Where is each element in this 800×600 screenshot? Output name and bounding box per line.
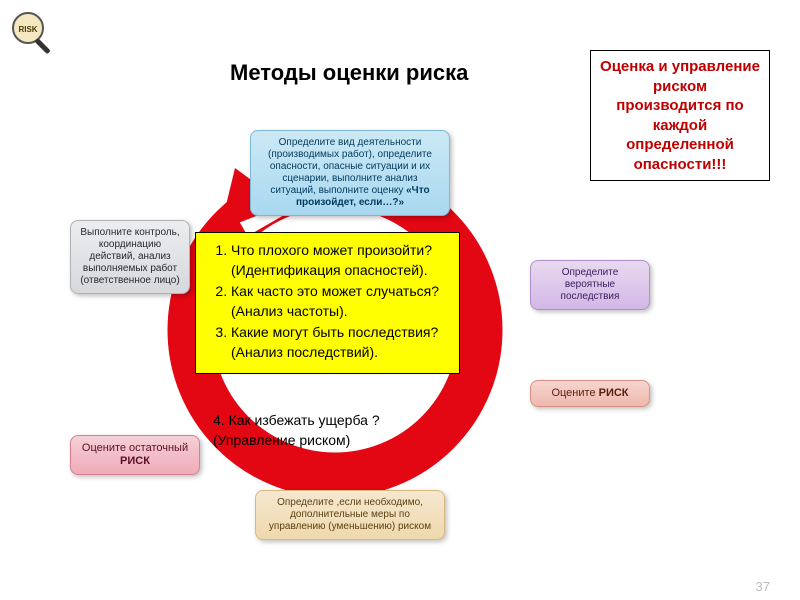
list-item: Как часто это может случаться? (Анализ ч… xyxy=(231,282,449,321)
step-box-control: Выполните контроль, координацию действий… xyxy=(70,220,190,294)
risk-magnifier-icon: RISK xyxy=(10,10,60,60)
step-box-residual-risk: Оцените остаточный РИСК xyxy=(70,435,200,475)
step-text: Оцените остаточный xyxy=(82,442,188,454)
step-box-additional-measures: Определите ,если необходимо, дополнитель… xyxy=(255,490,445,540)
step-box-consequences: Определите вероятные последствия xyxy=(530,260,650,310)
question-item-4: 4. Как избежать ущерба ? (Управление рис… xyxy=(195,411,460,450)
note-callout: Оценка и управление риском производится … xyxy=(590,50,770,181)
step-box-assess-risk: Оцените РИСК xyxy=(530,380,650,407)
page-title: Методы оценки риска xyxy=(230,60,468,86)
list-item: Какие могут быть последствия? (Анализ по… xyxy=(231,323,449,362)
step-text-bold: РИСК xyxy=(120,455,150,467)
list-item: Что плохого может произойти? (Идентифика… xyxy=(231,241,449,280)
risk-icon-text: RISK xyxy=(18,25,37,34)
step-box-identify: Определите вид деятельности (производимы… xyxy=(250,130,450,216)
questions-list: Что плохого может произойти? (Идентифика… xyxy=(226,241,449,363)
step-text-bold: РИСК xyxy=(599,387,629,399)
page-number: 37 xyxy=(756,579,770,594)
step-text: Оцените xyxy=(551,387,598,399)
questions-overlay: Что плохого может произойти? (Идентифика… xyxy=(195,232,460,374)
